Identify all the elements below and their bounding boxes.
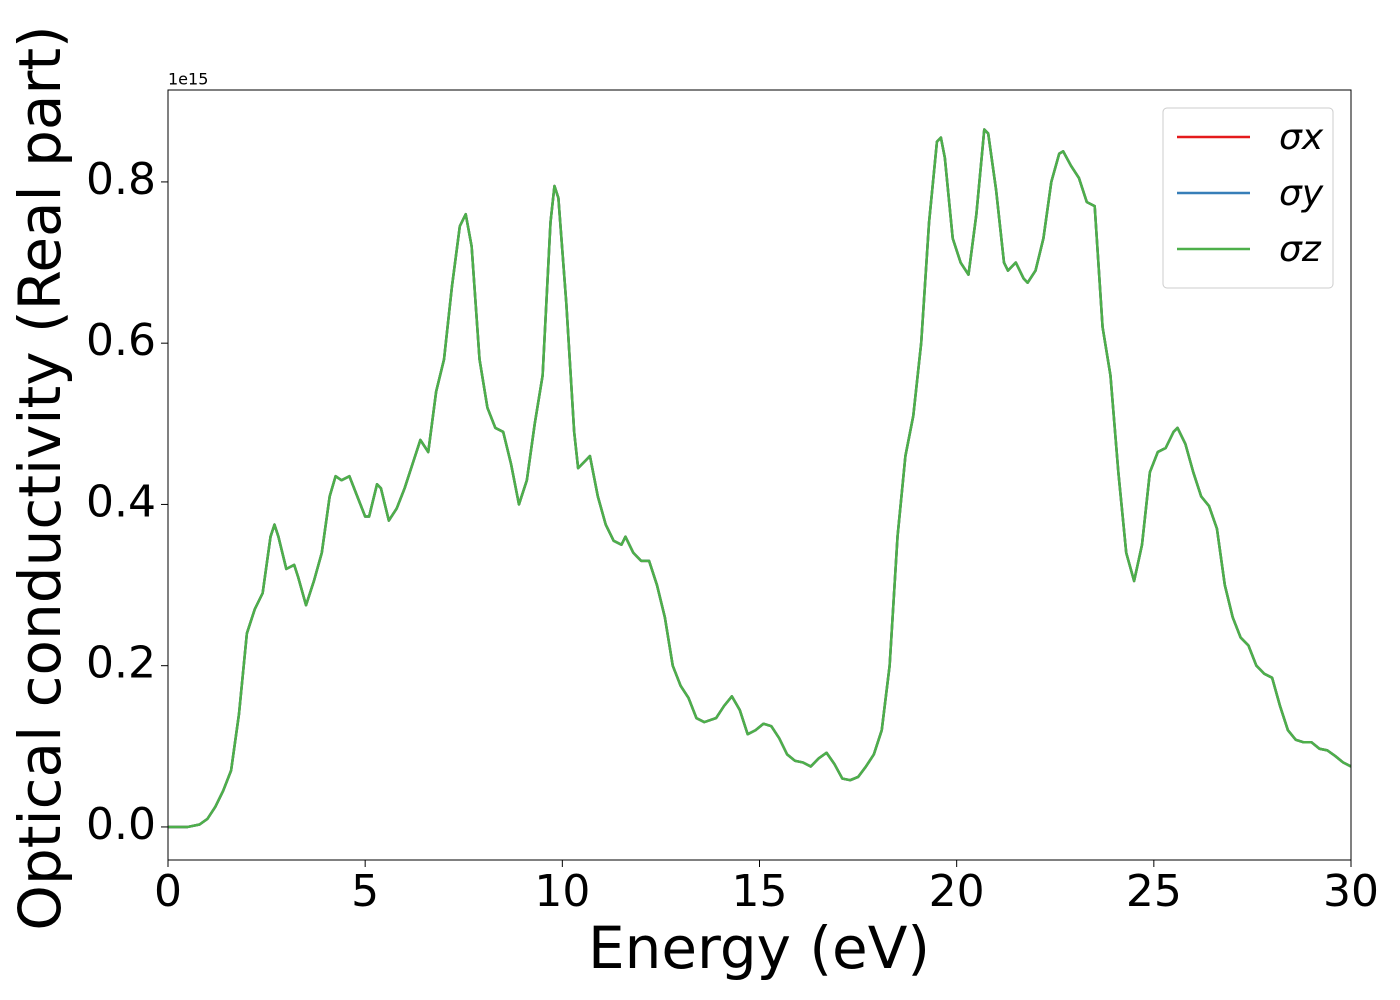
x-tick-label: 25 bbox=[1126, 866, 1182, 917]
legend-label: σx bbox=[1279, 117, 1324, 158]
x-tick-label: 10 bbox=[534, 866, 590, 917]
y-tick-label: 0.0 bbox=[86, 799, 156, 850]
y-tick-label: 0.4 bbox=[86, 476, 156, 527]
legend-label: σz bbox=[1279, 229, 1322, 270]
y-tick-label: 0.8 bbox=[86, 154, 156, 205]
x-tick-label: 20 bbox=[929, 866, 985, 917]
y-axis-label: Optical conductivity (Real part) bbox=[6, 25, 74, 930]
y-tick-label: 0.2 bbox=[86, 638, 156, 689]
plot-frame bbox=[167, 89, 1352, 861]
legend-box bbox=[1162, 107, 1334, 289]
y-offset-label: 1e15 bbox=[168, 70, 208, 89]
x-tick-label: 0 bbox=[154, 866, 182, 917]
series-line bbox=[168, 128, 1352, 829]
x-tick-label: 30 bbox=[1323, 866, 1379, 917]
x-tick-label: 15 bbox=[732, 866, 788, 917]
y-tick-label: 0.6 bbox=[86, 315, 156, 366]
legend-label: σy bbox=[1279, 173, 1324, 214]
x-tick-label: 5 bbox=[351, 866, 379, 917]
x-axis-label: Energy (eV) bbox=[588, 914, 930, 982]
